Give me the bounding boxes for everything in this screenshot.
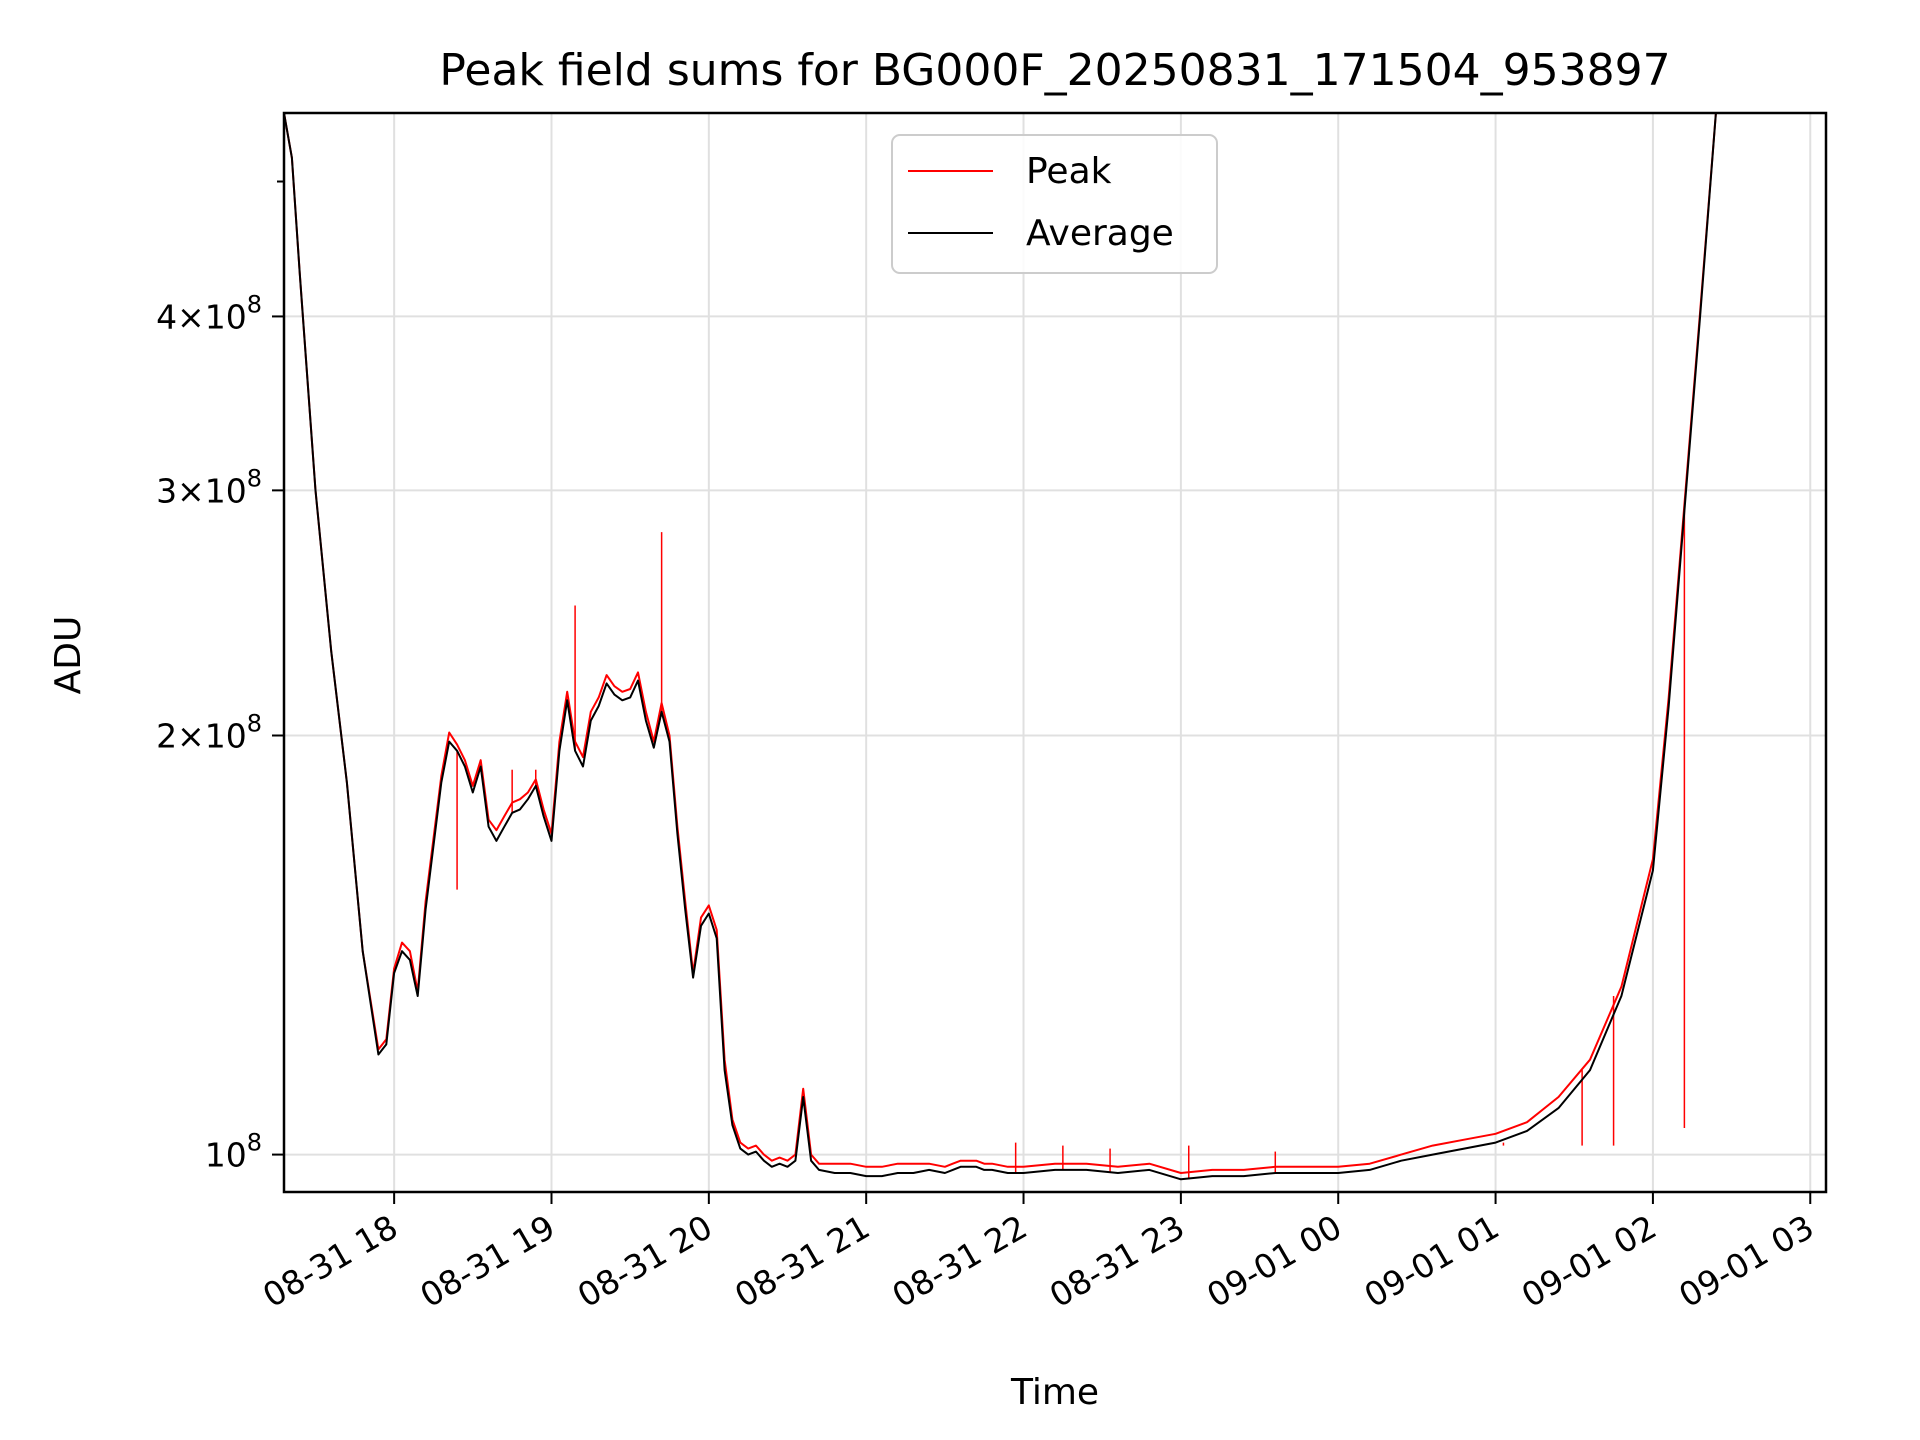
y-tick-label: 3×108 (156, 464, 262, 510)
y-tick-mantissa: 2× (156, 717, 205, 756)
y-tick-label: 2×108 (156, 710, 262, 756)
y-tick-label-text: 4×108 (156, 290, 262, 336)
legend: Peak Average (891, 134, 1218, 274)
y-tick-label: 108 (205, 1129, 262, 1175)
chart-title: Peak field sums for BG000F_20250831_1715… (439, 45, 1670, 96)
y-tick-label-text: 3×108 (156, 464, 262, 510)
y-tick-exponent: 8 (247, 290, 262, 318)
legend-label-average: Average (1026, 213, 1174, 254)
series-layer (284, 113, 1717, 1181)
y-tick-mantissa: 3× (156, 471, 205, 510)
y-tick-base: 10 (205, 717, 247, 756)
grid (284, 113, 1826, 1192)
y-tick-mantissa: 4× (156, 297, 205, 336)
x-axis-label: Time (1010, 1372, 1099, 1413)
y-tick-base: 10 (205, 1136, 247, 1175)
plot-frame (282, 111, 1828, 1194)
y-tick-exponent: 8 (247, 710, 262, 738)
legend-box (891, 134, 1218, 274)
y-axis-label: ADU (48, 616, 89, 695)
y-tick-exponent: 8 (247, 1129, 262, 1157)
series-line-average (284, 113, 1717, 1181)
y-tick-label-text: 108 (205, 1129, 262, 1175)
y-tick-label-text: 2×108 (156, 710, 262, 756)
y-tick-base: 10 (205, 297, 247, 336)
y-tick-label: 4×108 (156, 290, 262, 336)
y-tick-base: 10 (205, 471, 247, 510)
y-tick-exponent: 8 (247, 464, 262, 492)
legend-label-peak: Peak (1026, 151, 1112, 192)
